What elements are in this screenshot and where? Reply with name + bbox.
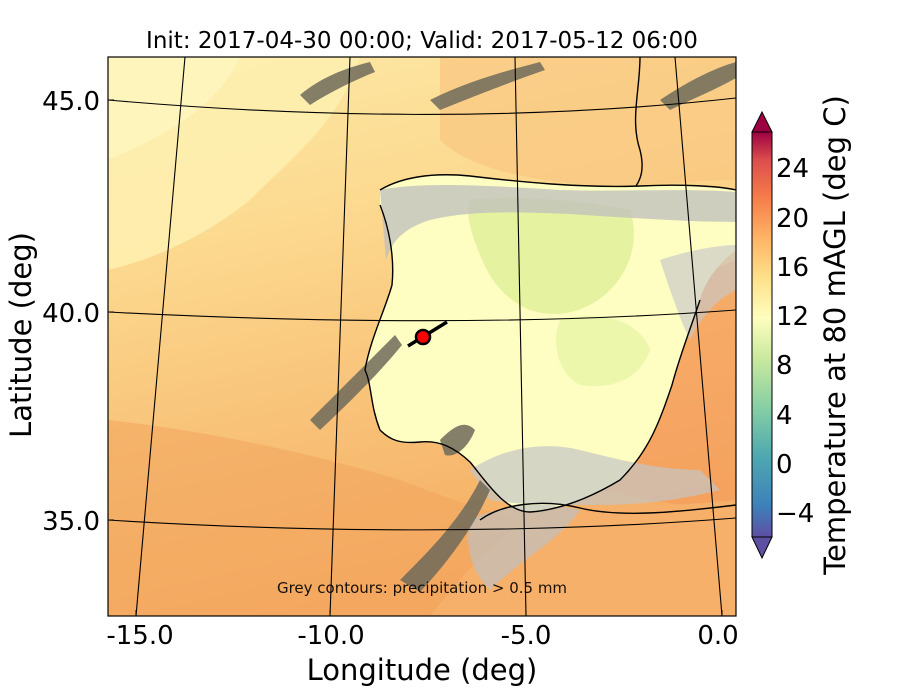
colorbar-max-arrow bbox=[751, 110, 773, 133]
colorbar-tick-label: 24 bbox=[776, 154, 809, 184]
x-tick-label: -5.0 bbox=[501, 621, 552, 651]
meseta-green-south bbox=[556, 316, 650, 387]
graticule bbox=[108, 57, 736, 616]
colorbar-tick-label: −4 bbox=[776, 499, 814, 529]
colorbar-tick-label: 8 bbox=[776, 351, 793, 381]
colorbar-label: Temperature at 80 mAGL (deg C) bbox=[818, 95, 852, 576]
colorbar: 24 20 16 12 8 4 0 −4 bbox=[751, 110, 814, 560]
site-marker-dot bbox=[414, 328, 432, 346]
africa-coastline bbox=[479, 502, 736, 521]
colorbar-tick-label: 12 bbox=[776, 302, 809, 332]
y-axis: 45.0 40.0 35.0 bbox=[42, 87, 114, 537]
colorbar-tick-label: 4 bbox=[776, 401, 793, 431]
x-axis: -15.0 -10.0 -5.0 0.0 bbox=[106, 610, 739, 651]
y-tick-label: 35.0 bbox=[42, 507, 100, 537]
precip-annotation: Grey contours: precipitation > 0.5 mm bbox=[277, 579, 567, 597]
north-warm-region bbox=[440, 57, 736, 186]
y-tick-label: 45.0 bbox=[42, 87, 100, 117]
colorbar-tick-label: 20 bbox=[776, 204, 809, 234]
colorbar-gradient bbox=[751, 131, 773, 538]
precip-contours-south bbox=[470, 446, 720, 505]
y-tick-label: 40.0 bbox=[42, 299, 100, 329]
x-axis-label: Longitude (deg) bbox=[307, 653, 538, 687]
colorbar-tick-label: 0 bbox=[776, 450, 793, 480]
cool-ocean-core bbox=[108, 57, 240, 160]
x-tick-label: -10.0 bbox=[297, 621, 364, 651]
map-title: Init: 2017-04-30 00:00; Valid: 2017-05-1… bbox=[146, 28, 698, 54]
colorbar-tick-label: 16 bbox=[776, 253, 809, 283]
y-axis-label: Latitude (deg) bbox=[4, 232, 38, 438]
map-frame bbox=[107, 56, 737, 617]
france-coastline bbox=[634, 57, 643, 187]
colorbar-min-arrow bbox=[751, 536, 773, 560]
precip-contours-north bbox=[380, 185, 736, 260]
site-marker bbox=[407, 320, 448, 348]
north-africa-land bbox=[430, 500, 736, 616]
x-tick-label: 0.0 bbox=[697, 621, 738, 651]
heavy-precip-streaks bbox=[300, 62, 736, 592]
precip-contours-east bbox=[660, 245, 736, 340]
precip-contours-africa bbox=[468, 504, 580, 590]
iberia-coastline bbox=[364, 174, 736, 513]
x-tick-label: -15.0 bbox=[106, 621, 173, 651]
meseta-green-region bbox=[468, 198, 634, 314]
map-area: Grey contours: precipitation > 0.5 mm bbox=[108, 57, 736, 616]
